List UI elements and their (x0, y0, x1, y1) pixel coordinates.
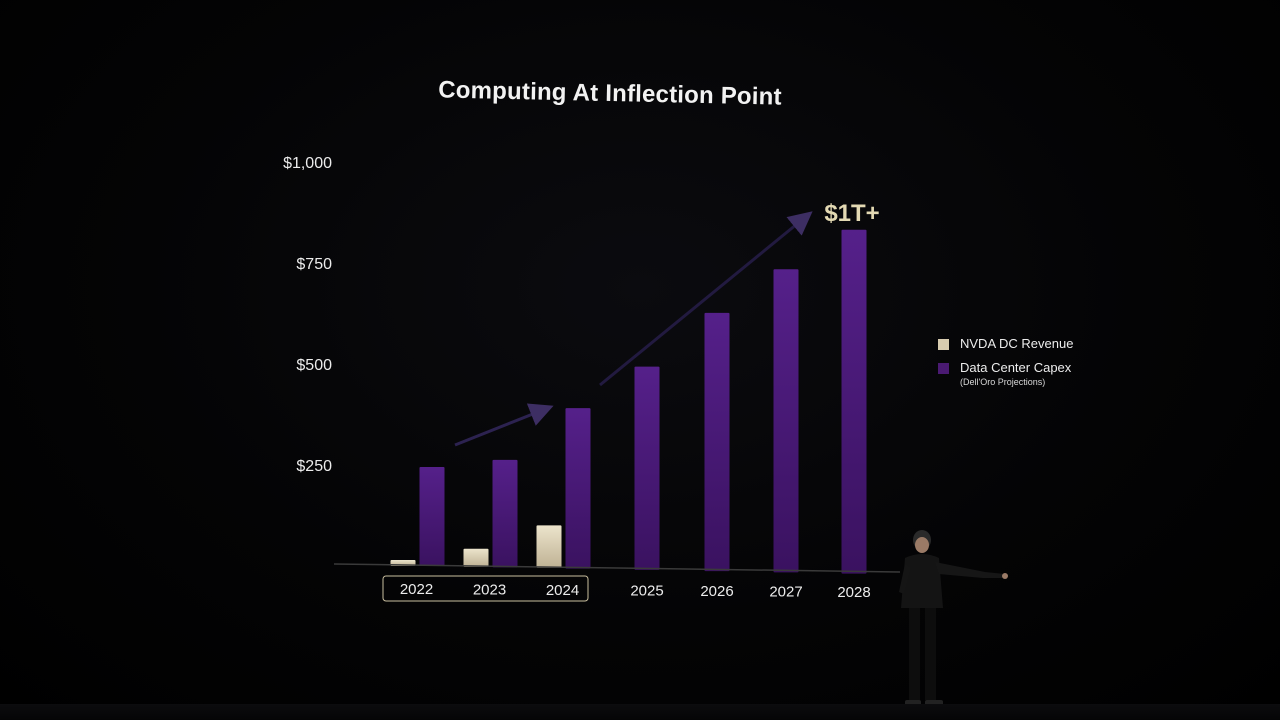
legend-item-capex: Data Center Capex (Dell'Oro Projections) (938, 360, 1118, 388)
x-tick-label-2022: 2022 (400, 581, 433, 598)
y-tick-label: $500 (296, 357, 332, 374)
bar-nvda-2024 (536, 525, 562, 568)
axes-group (333, 563, 901, 602)
y-tick-label: $750 (296, 256, 332, 273)
x-tick-label-2024: 2024 (546, 582, 579, 599)
stage-floor (0, 704, 1280, 720)
x-axis-baseline (333, 563, 901, 573)
x-tick-label-2026: 2026 (700, 583, 733, 600)
legend-label-capex: Data Center Capex (960, 360, 1072, 375)
trend-arrow-early (454, 403, 554, 447)
bar-nvda-2023 (463, 548, 489, 567)
bar-capex-2023 (492, 459, 518, 568)
legend-item-nvda: NVDA DC Revenue (938, 336, 1118, 352)
x-tick-label-2027: 2027 (769, 584, 802, 601)
legend-swatch-capex (938, 363, 949, 374)
bar-capex-2026 (704, 312, 730, 572)
bars-group (390, 229, 867, 574)
y-tick-label: $250 (296, 458, 332, 475)
y-tick-label: $1,000 (283, 155, 332, 172)
trend-arrow-projection (599, 211, 813, 387)
x-tick-label-2025: 2025 (630, 583, 663, 600)
x-tick-label-2028: 2028 (837, 584, 870, 601)
labels-group: $1,000 $750 $500 $250 2022 2023 2024 2025 2026 20… (283, 155, 880, 601)
legend-label-nvda: NVDA DC Revenue (960, 336, 1074, 351)
bar-capex-2025 (634, 366, 660, 570)
presenter-image (899, 530, 1008, 706)
bar-capex-2028 (841, 229, 867, 574)
legend: NVDA DC Revenue Data Center Capex (Dell'… (938, 336, 1118, 396)
callout-one-trillion: $1T+ (824, 200, 879, 227)
bar-capex-2024 (565, 408, 591, 569)
legend-note-capex: (Dell'Oro Projections) (960, 377, 1046, 387)
bar-capex-2022 (419, 467, 445, 566)
trend-arrows (454, 211, 813, 447)
x-tick-label-2023: 2023 (473, 582, 506, 599)
legend-swatch-nvda (938, 339, 949, 350)
highlight-box-2022-2024 (382, 575, 589, 602)
bar-capex-2027 (773, 269, 799, 573)
